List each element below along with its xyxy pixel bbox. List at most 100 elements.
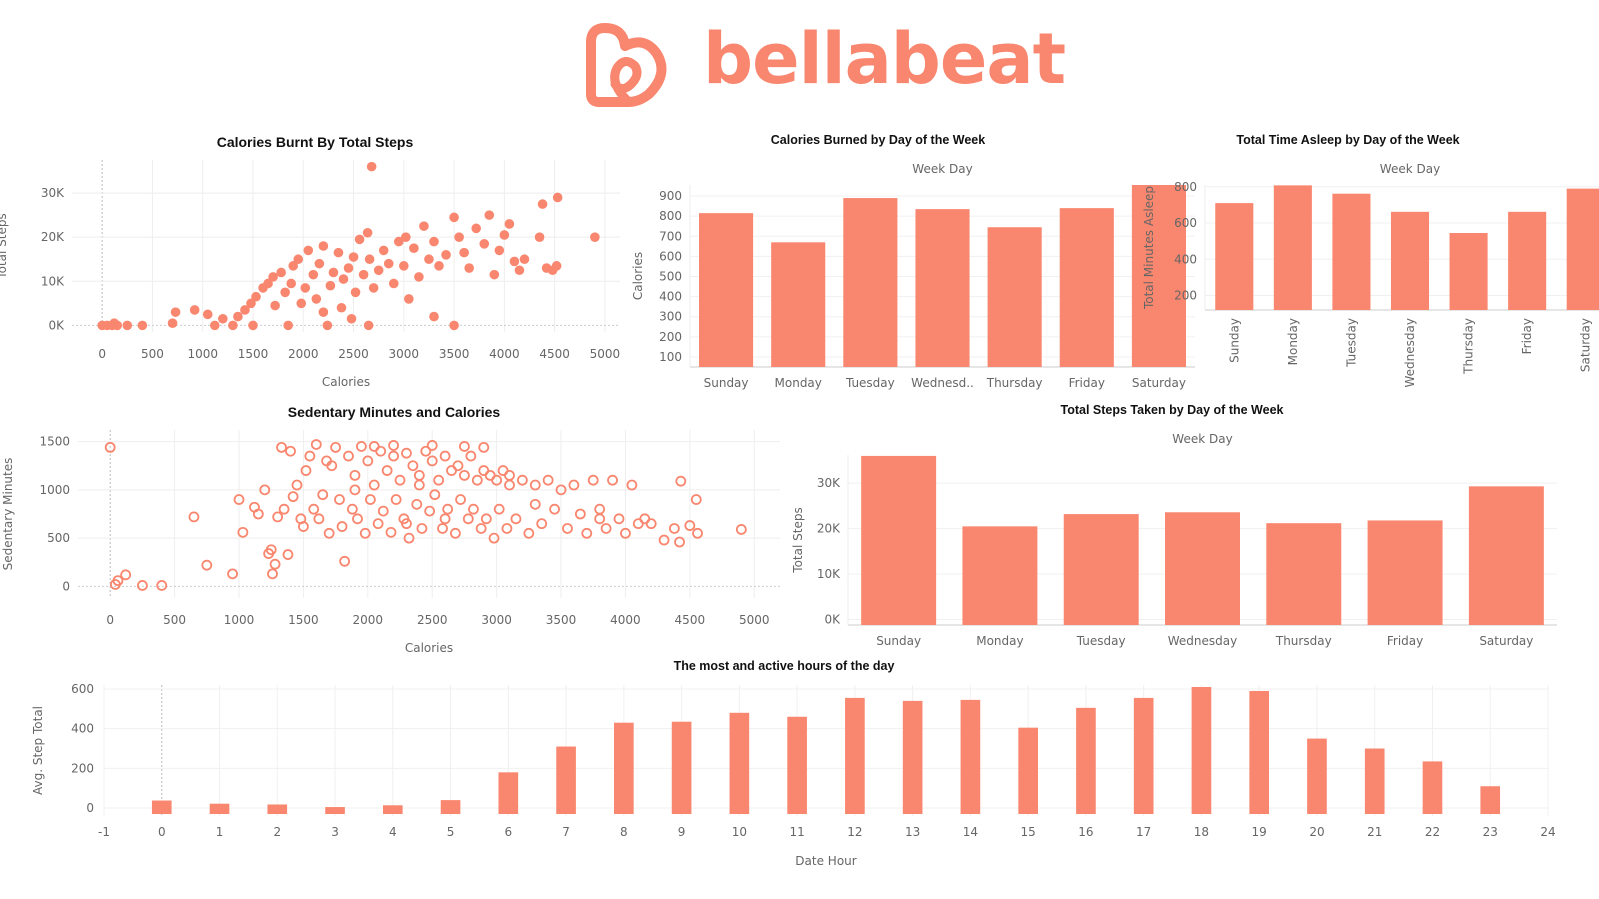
data-point [300, 283, 311, 293]
bar [915, 209, 970, 367]
x-tick-label: Friday [1069, 376, 1105, 390]
data-point [574, 508, 586, 520]
data-point [314, 258, 325, 269]
bar [1165, 512, 1240, 625]
data-point [455, 494, 466, 505]
bellabeat-logo: bellabeat [585, 18, 1066, 112]
x-tick-label: Saturday [1479, 634, 1533, 648]
data-point [684, 520, 696, 531]
x-tick-label: 22 [1425, 825, 1440, 839]
data-point [426, 455, 438, 467]
data-point [420, 445, 432, 457]
data-point [514, 265, 525, 276]
y-tick-label: 10K [41, 274, 65, 288]
y-tick-label: 600 [1174, 216, 1197, 230]
x-tick-label: Monday [1286, 318, 1300, 365]
data-point [401, 447, 412, 459]
data-point [414, 272, 424, 282]
data-point [378, 245, 389, 256]
data-point [491, 474, 503, 486]
y-axis-title: Sedentary Minutes [1, 458, 15, 571]
data-point [328, 267, 339, 278]
data-point [549, 503, 560, 515]
data-point [269, 558, 281, 570]
data-point [272, 511, 284, 523]
x-tick-label: 0 [106, 613, 114, 627]
data-point [325, 280, 336, 291]
x-tick-label: 23 [1483, 825, 1498, 839]
data-point [352, 513, 363, 525]
data-point [690, 494, 702, 505]
data-point [552, 192, 563, 203]
data-point [293, 254, 304, 265]
data-point [338, 274, 349, 284]
x-tick-label: 4000 [489, 347, 520, 361]
x-tick-label: 17 [1136, 825, 1151, 839]
x-tick-label: Monday [976, 634, 1023, 648]
data-point [459, 469, 470, 481]
data-point [285, 445, 296, 457]
data-point [403, 532, 415, 544]
data-point [465, 450, 477, 462]
y-tick-label: 600 [659, 249, 682, 263]
chart-title-steps-weekday: Total Steps Taken by Day of the Week [1060, 403, 1284, 417]
data-point [259, 484, 271, 496]
data-point [359, 527, 371, 539]
x-tick-label: 12 [847, 825, 862, 839]
data-point [246, 298, 256, 309]
x-tick-label: 4500 [675, 613, 706, 627]
data-point [504, 479, 515, 491]
x-tick-label: 1000 [224, 613, 255, 627]
x-tick-label: 2000 [353, 613, 384, 627]
x-tick-label: 24 [1540, 825, 1555, 839]
data-point [354, 234, 365, 245]
bar [1063, 514, 1139, 625]
data-point [303, 245, 314, 256]
bar [1332, 193, 1371, 310]
data-point [504, 469, 515, 481]
data-point [459, 441, 470, 452]
x-tick-label: 1500 [238, 347, 269, 361]
data-point [276, 441, 287, 453]
data-point [189, 305, 200, 315]
data-point [368, 283, 379, 293]
x-tick-label: Sunday [876, 634, 921, 648]
x-axis-title: Calories [322, 375, 370, 389]
calories-steps-chart: 0 500 1000 1500 2000 2500 3000 3500 4000 4500 5000… [0, 160, 620, 389]
data-point [499, 230, 510, 240]
data-point [355, 441, 367, 452]
data-point [462, 513, 474, 525]
bar [1422, 761, 1443, 815]
data-point [233, 494, 245, 505]
data-point [368, 441, 380, 452]
sedentary-calories-chart: 0 500 1000 1500 2000 2500 3000 3500 4000 4500 5000… [1, 430, 780, 655]
data-point [373, 265, 384, 276]
x-tick-label: 21 [1367, 825, 1382, 839]
data-point [318, 307, 329, 317]
bar [1076, 707, 1096, 815]
x-tick-label: 3500 [546, 613, 577, 627]
data-point [459, 247, 469, 258]
data-point [120, 569, 132, 581]
bar [1215, 203, 1254, 310]
data-point [291, 479, 303, 491]
data-point [411, 498, 423, 510]
data-point [668, 523, 680, 534]
data-point [362, 227, 373, 238]
bar [987, 227, 1042, 367]
y-tick-label: 700 [659, 229, 682, 243]
data-point [364, 254, 375, 265]
brand-name: bellabeat [703, 18, 1066, 100]
steps-hour-chart: -1 0 1 2 3 4 5 6 7 8 9 10 11 12 13 14 15 16 17 18 19 20 21 22 23… [31, 682, 1556, 868]
data-point [439, 450, 451, 462]
data-point [735, 524, 747, 535]
data-point [424, 254, 434, 265]
bar [1307, 738, 1327, 815]
data-point [542, 474, 554, 486]
y-tick-label: 800 [1174, 180, 1197, 194]
data-point [529, 498, 541, 510]
data-point [523, 527, 535, 539]
data-point [562, 523, 573, 534]
bar [556, 746, 576, 815]
data-point [388, 278, 399, 289]
